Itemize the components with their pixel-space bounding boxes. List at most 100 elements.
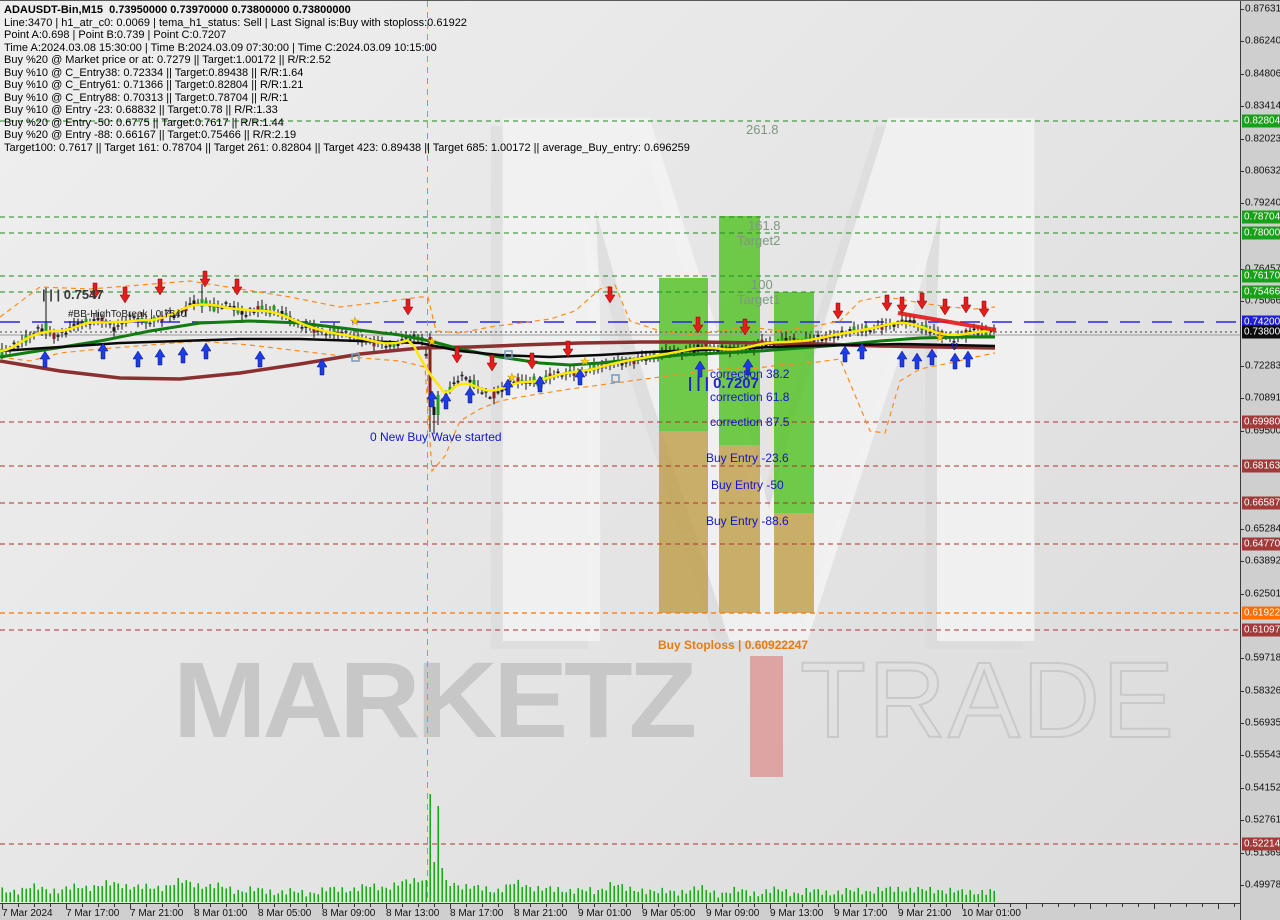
volume-bar	[33, 883, 35, 902]
buy-signal-arrow-icon	[574, 368, 586, 386]
price-tick	[1241, 139, 1244, 140]
buy-signal-arrow-icon	[426, 390, 438, 408]
price-tick	[1241, 529, 1244, 530]
sell-signal-arrow-icon	[960, 296, 972, 314]
candle-body	[280, 311, 284, 315]
volume-bar	[837, 890, 839, 902]
candle-body	[516, 377, 520, 383]
price-level-tag-green: 0.78704	[1242, 210, 1280, 224]
volume-bar	[917, 886, 919, 902]
volume-bar	[693, 886, 695, 902]
time-tick	[242, 904, 243, 907]
volume-bar	[805, 887, 807, 902]
candle-body	[456, 380, 460, 383]
candle-body	[324, 333, 328, 336]
candle-body	[72, 323, 76, 327]
candle-body	[892, 324, 896, 327]
volume-bar	[901, 891, 903, 902]
volume-bar	[453, 882, 455, 902]
volume-bar	[681, 889, 683, 902]
price-tick	[1241, 366, 1244, 367]
volume-bar	[249, 886, 251, 902]
volume-bar	[761, 893, 763, 902]
volume-bar	[173, 884, 175, 902]
price-level-tag-blue: 0.74200	[1242, 315, 1280, 329]
buy-signal-arrow-icon	[97, 342, 109, 360]
info-line: Point A:0.698 | Point B:0.739 | Point C:…	[4, 29, 227, 42]
volume-bar	[317, 894, 319, 902]
candle-body	[200, 299, 204, 307]
candle-body	[572, 371, 576, 376]
volume-bar	[737, 891, 739, 902]
volume-bar	[345, 892, 347, 902]
volume-bar	[489, 891, 491, 902]
candle-body	[80, 321, 84, 325]
watermark-text-left: MARKETZ	[173, 639, 697, 760]
time-axis-label: 8 Mar 09:00	[322, 908, 376, 919]
volume-bar	[69, 889, 71, 902]
time-axis-label: 9 Mar 13:00	[770, 908, 824, 919]
volume-bar	[113, 882, 115, 902]
time-tick	[498, 904, 499, 907]
candle-body	[936, 330, 940, 333]
info-line: Buy %10 @ Entry -23: 0.68832 || Target:0…	[4, 104, 278, 117]
price-level-tag-red: 0.68163	[1242, 459, 1280, 473]
volume-bar	[517, 879, 519, 902]
volume-bar	[545, 887, 547, 902]
volume-bar	[189, 881, 191, 902]
resistance-trendline[interactable]	[897, 311, 997, 332]
volume-bar	[89, 890, 91, 902]
candle-body	[780, 337, 784, 344]
volume-bar	[705, 890, 707, 902]
price-axis-label: 0.86240	[1245, 35, 1280, 47]
volume-bar	[549, 886, 551, 902]
time-tick	[194, 904, 195, 909]
candle-body	[40, 328, 44, 333]
candle-body	[344, 331, 348, 333]
price-tick	[1241, 788, 1244, 789]
time-tick	[754, 904, 755, 907]
candle-body	[500, 387, 504, 392]
time-tick	[130, 904, 131, 909]
volume-bar	[589, 887, 591, 902]
time-tick	[1058, 904, 1059, 907]
candle-body	[812, 340, 816, 342]
time-tick	[34, 904, 35, 907]
time-axis[interactable]: 7 Mar 2024 7 Mar 17:00 7 Mar 21:00 8 Mar 01…	[0, 903, 1240, 920]
candle-body	[764, 344, 768, 348]
volume-bar	[437, 806, 439, 902]
volume-bar	[597, 889, 599, 902]
time-tick	[642, 904, 643, 909]
time-tick	[290, 904, 291, 907]
volume-bar	[121, 888, 123, 902]
volume-bar	[221, 886, 223, 902]
price-axis-label: 0.80632	[1245, 165, 1280, 177]
time-axis-label: 8 Mar 17:00	[450, 908, 504, 919]
time-tick	[226, 904, 227, 907]
volume-bar	[441, 868, 443, 902]
volume-bar	[85, 885, 87, 902]
time-tick	[562, 904, 563, 907]
volume-bar	[261, 888, 263, 902]
volume-bar	[801, 894, 803, 902]
volume-bar	[413, 878, 415, 902]
candle-body	[460, 374, 464, 377]
time-tick	[1234, 904, 1235, 907]
time-tick	[274, 904, 275, 907]
info-line: Buy %20 @ Entry -88: 0.66167 || Target:0…	[4, 129, 297, 142]
price-axis[interactable]: 0.87631 0.86240 0.84806 0.83414 0.82023 0.806…	[1240, 1, 1280, 920]
order-marker-icon	[351, 353, 360, 362]
candle-body	[392, 343, 396, 347]
volume-bar	[473, 885, 475, 902]
info-line: Time A:2024.03.08 15:30:00 | Time B:2024…	[4, 41, 437, 54]
volume-bar	[725, 892, 727, 902]
price-level-tag-green: 0.76170	[1242, 269, 1280, 283]
chart-canvas[interactable]: MM★★★★★	[0, 1, 1240, 903]
time-tick	[1202, 904, 1203, 907]
volume-bar	[485, 886, 487, 902]
volume-bar	[937, 889, 939, 902]
volume-bar	[849, 890, 851, 902]
volume-bar	[37, 889, 39, 902]
price-axis-label: 0.54152	[1245, 782, 1280, 794]
